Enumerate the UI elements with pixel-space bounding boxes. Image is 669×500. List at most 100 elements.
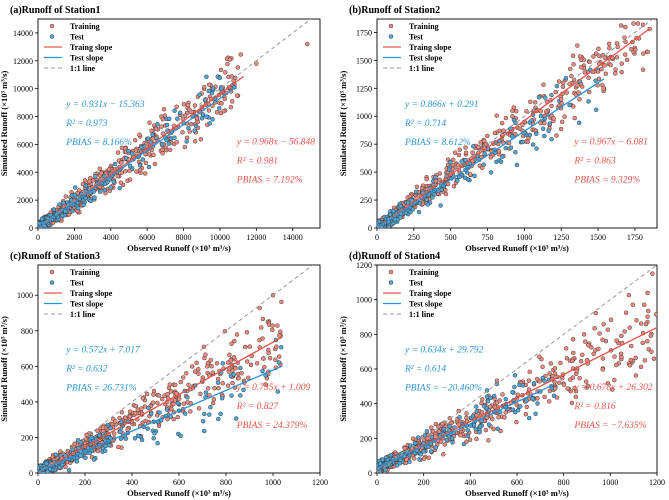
training-point (151, 152, 156, 158)
training-point (558, 97, 564, 102)
test-point (132, 436, 138, 441)
test-point (547, 121, 553, 126)
training-point (276, 354, 282, 359)
training-point (424, 176, 429, 182)
x-tick-label: 1000 (602, 478, 618, 487)
training-point (152, 161, 158, 167)
training-point (570, 53, 576, 59)
legend-training-marker (388, 269, 394, 275)
training-point (614, 362, 619, 368)
training-point (576, 90, 581, 95)
y-tick-label: 6000 (17, 140, 33, 149)
training-point (192, 369, 198, 374)
training-point (147, 120, 152, 125)
y-tick-label: 200 (21, 433, 33, 442)
training-point (606, 41, 612, 47)
training-point (175, 414, 181, 420)
training-point (645, 314, 650, 319)
test-point (470, 413, 476, 419)
training-point (602, 55, 608, 60)
training-point (638, 364, 644, 370)
training-point (577, 375, 582, 381)
training-point (180, 375, 186, 380)
training-point (266, 322, 272, 327)
training-point (172, 382, 178, 388)
training-point (229, 99, 235, 104)
training-point (134, 169, 139, 174)
test-point (508, 145, 514, 150)
x-tick-label: 0 (375, 478, 379, 487)
training-point (582, 339, 588, 344)
training-point (196, 366, 201, 372)
training-point (205, 360, 211, 366)
test-point (119, 419, 124, 424)
test-point (549, 136, 554, 142)
training-point (184, 371, 189, 376)
training-slope-line (377, 326, 657, 470)
training-point (161, 106, 167, 112)
training-point (641, 302, 647, 308)
x-axis-label: Observed Runoff (×10³ m³/s) (127, 243, 231, 253)
test-point (461, 441, 467, 447)
training-point (612, 354, 617, 359)
training-point (624, 57, 630, 63)
training-point (569, 400, 575, 406)
training-point (184, 135, 190, 141)
training-point (210, 400, 216, 406)
test-point (118, 436, 124, 441)
training-point (524, 109, 529, 114)
training-point (596, 346, 601, 352)
y-tick-label: 1000 (356, 296, 372, 305)
legend-label: Test slope (70, 300, 104, 309)
training-point (514, 108, 519, 114)
train-stat-text: PBIAS = 9.329% (573, 175, 640, 185)
test-equation: y = 0.634x + 29.792 R² = 0.614 PBIAS = −20… (404, 345, 484, 393)
training-point (586, 75, 591, 81)
test-point (554, 83, 560, 89)
training-point (84, 432, 89, 438)
test-point (112, 161, 118, 167)
training-point (273, 357, 278, 362)
training-point (441, 452, 446, 457)
test-point (155, 121, 160, 127)
test-point (536, 95, 542, 100)
x-tick-label: 1500 (590, 233, 606, 242)
training-point (436, 429, 442, 434)
test-point (177, 110, 183, 116)
training-point (579, 65, 584, 70)
legend-test-marker (49, 280, 55, 285)
legend-label: Traing slope (70, 43, 113, 52)
test-point (441, 426, 447, 432)
test-point (59, 462, 65, 468)
training-point (242, 344, 248, 350)
test-point (438, 203, 443, 208)
panel-title: (c)Runoff of Station3 (10, 251, 100, 262)
y-tick-label: 1200 (356, 261, 372, 270)
training-point (231, 355, 237, 360)
training-point (474, 436, 479, 442)
y-tick-label: 600 (360, 365, 372, 374)
test-point (164, 407, 170, 412)
training-point (567, 66, 573, 72)
test-point (155, 440, 160, 446)
training-point (201, 84, 207, 90)
test-point (495, 426, 501, 431)
test-point (117, 185, 122, 191)
training-point (215, 376, 221, 382)
chart-panel-2: (b)Runoff of Station2 0 250 500 750 1000 1250 1… (338, 5, 658, 253)
training-point (248, 362, 254, 368)
test-point (220, 361, 226, 366)
training-point (267, 355, 273, 361)
training-point (510, 114, 515, 119)
test-point (488, 170, 494, 175)
training-point (552, 371, 558, 376)
test-point (206, 88, 212, 94)
training-point (195, 119, 201, 125)
x-tick-label: 750 (482, 233, 494, 242)
test-point (278, 345, 284, 350)
training-point (577, 97, 582, 102)
test-point (563, 75, 569, 81)
x-tick-label: 1250 (553, 233, 569, 242)
